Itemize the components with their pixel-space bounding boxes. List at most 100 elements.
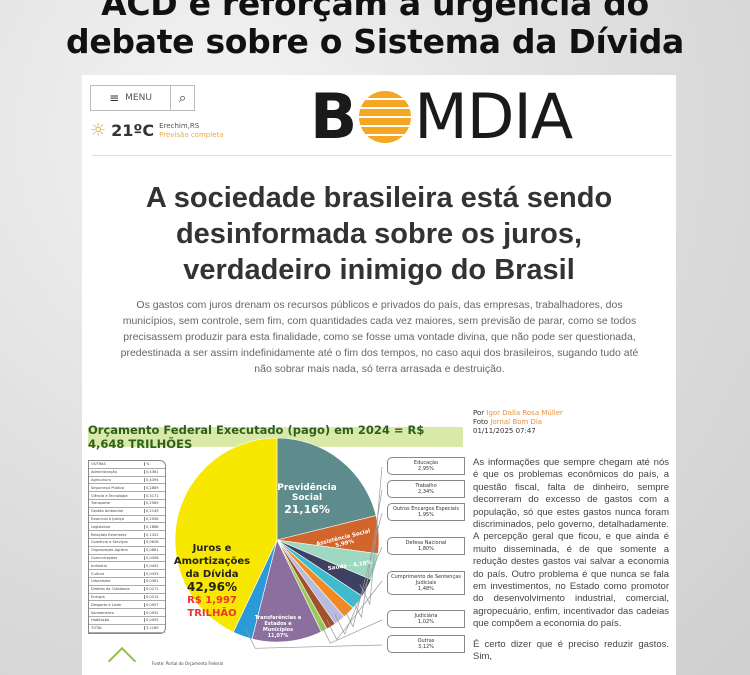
photo-credit[interactable]: Jornal Bom Dia [490, 418, 543, 426]
table-cell: Transporte [89, 501, 145, 506]
previdencia-label: Previdência Social 21,16% [277, 483, 337, 516]
table-row: Essencial à Justiça 0,2056 [89, 516, 165, 524]
callout-label: Outras 3,12% [387, 635, 465, 653]
slice-value: 1,02% [418, 619, 434, 625]
slice-value: 2,95% [418, 466, 434, 472]
pie-chart [174, 437, 383, 649]
callout-line [320, 619, 383, 644]
slice-label: Outras [417, 638, 435, 644]
table-row: Comércio e Serviços 0,0628 [89, 539, 165, 547]
by-label: Por [473, 409, 485, 417]
table-cell: 0,2056 [146, 516, 159, 521]
photo-label: Foto [473, 418, 489, 426]
slice-value: 42,96% [187, 580, 237, 594]
pie-slice [276, 437, 377, 541]
article-title: A sociedade brasileira está sendo desinf… [145, 182, 613, 286]
table-cell: Relações Exteriores [89, 532, 145, 537]
table-row: Cultura 0,0433 [89, 570, 165, 578]
table-row: Direitos da Cidadania 0,0271 [89, 586, 165, 594]
temperature: 21ºC [111, 121, 155, 140]
table-row: TOTAL 3,1169 [89, 625, 165, 633]
table-cell: 0,4394 [146, 477, 159, 482]
table-cell: Agricultura [89, 477, 145, 482]
table-cell: Cultura [89, 571, 145, 576]
table-cell: Energia [89, 594, 145, 599]
callout-line [334, 546, 383, 635]
table-cell: Direitos da Cidadania [89, 587, 145, 592]
table-row: Ciência e Tecnologia 0,3171 [89, 492, 165, 500]
table-row: Agricultura 0,4394 [89, 477, 165, 485]
publish-date: 01/11/2025 07:47 [473, 427, 536, 435]
table-cell: Comunicações [89, 555, 145, 560]
table-cell: 3,1169 [146, 626, 159, 631]
menu-button[interactable]: ≡ MENU [91, 86, 171, 110]
sun-cloud-icon: ☼ [90, 120, 107, 141]
table-cell: 0,4361 [146, 470, 159, 475]
weather-widget: ☼ 21ºC Erechim,RS Previsão completa [90, 120, 224, 141]
table-cell: Urbanismo [89, 579, 145, 584]
chart-source: Fonte: Portal do Orçamento Federal [152, 661, 224, 666]
table-cell: 0,0361 [146, 579, 159, 584]
post-headline-line2: debate sobre o Sistema da Dívida [66, 22, 684, 61]
callout-label: Outros Encargos Especiais 1,95% [387, 503, 465, 521]
table-cell: 0,2889 [146, 485, 159, 490]
table-row: Administração 0,4361 [89, 469, 165, 477]
table-cell: Indústria [89, 563, 145, 568]
slice-value: 2,34% [418, 489, 434, 495]
table-cell: 0,0271 [146, 587, 159, 592]
paragraph: É certo dizer que é preciso reduzir gast… [473, 638, 669, 663]
slice-label: Transferências a Estados e Municípios [254, 615, 302, 633]
table-row: Saneamento 0,0052 [89, 609, 165, 617]
search-button[interactable]: ⌕ [171, 86, 194, 110]
search-icon: ⌕ [178, 90, 187, 106]
table-cell: 0,2149 [146, 509, 159, 514]
slice-label: Defesa Nacional [405, 540, 447, 546]
table-row: Indústria 0,0442 [89, 562, 165, 571]
table-row: Urbanismo 0,0361 [89, 578, 165, 586]
slice-value: 1,48% [418, 586, 434, 592]
forecast-link[interactable]: Previsão completa [159, 130, 224, 139]
table-cell: 0,0861 [146, 548, 159, 553]
article-body: As informações que sempre chegam até nós… [473, 457, 669, 664]
table-row: Legislativa 0,1868 [89, 523, 165, 532]
article-screenshot: ≡ MENU ⌕ ☼ 21ºC Erechim,RS Previsão compl… [82, 75, 676, 675]
table-row: Transporte 0,2069 [89, 500, 165, 508]
callout-line [244, 628, 383, 649]
table-cell: 0,0442 [146, 563, 159, 568]
callout-label: Trabalho 2,34% [387, 480, 465, 498]
slice-label: Previdência Social [277, 483, 337, 503]
paragraph: As informações que sempre chegam até nós… [473, 457, 669, 630]
table-cell: Desporto e Lazer [89, 602, 145, 607]
callout-label: Educação 2,95% [387, 457, 465, 475]
post-headline-line1: ACD e reforçam a urgência do [101, 0, 649, 23]
juros-amount: R$ 1,997 TRILHÃO [187, 595, 237, 619]
menu-label: MENU [125, 93, 152, 103]
table-cell: Organização Agrária [89, 548, 145, 553]
slice-value: 3,12% [418, 644, 434, 650]
callout-label: Cumprimento de Sentenças Judiciais 1,48% [387, 571, 465, 595]
sun-logo-icon [359, 90, 412, 143]
table-row: Relações Exteriores 0,1322 [89, 531, 165, 539]
table-row: Comunicações 0,0456 [89, 555, 165, 563]
table-cell: Gestão Ambiental [89, 509, 145, 514]
table-cell: Segurança Pública [89, 485, 145, 490]
author-link[interactable]: Igor Dalla Rosa Müller [486, 409, 563, 417]
slice-label: Cumprimento de Sentenças Judiciais [391, 574, 461, 586]
table-cell: % [146, 462, 150, 467]
juros-label: Juros e Amortizações da Dívida 42,96% R$… [172, 542, 252, 620]
table-row: Organização Agrária 0,0861 [89, 547, 165, 555]
others-table: OUTRAS% Administração 0,4361 Agricultura 0,4… [88, 460, 166, 634]
menu-search-bar: ≡ MENU ⌕ [90, 85, 195, 111]
slice-label: Educação [413, 460, 439, 466]
slice-value: 21,16% [284, 503, 330, 516]
table-row: Gestão Ambiental 0,2149 [89, 508, 165, 516]
table-cell: Saneamento [89, 610, 145, 615]
table-row: OUTRAS% [89, 461, 165, 469]
transferencias-label: Transferências a Estados e Municípios 11… [254, 615, 302, 639]
table-cell: Comércio e Serviços [89, 540, 145, 545]
bomdia-logo[interactable]: B MDIA [310, 80, 573, 153]
table-cell: Legislativa [89, 524, 145, 529]
table-cell: 0,3171 [146, 493, 159, 498]
table-row: Segurança Pública 0,2889 [89, 484, 165, 493]
table-cell: 0,0433 [146, 571, 159, 576]
